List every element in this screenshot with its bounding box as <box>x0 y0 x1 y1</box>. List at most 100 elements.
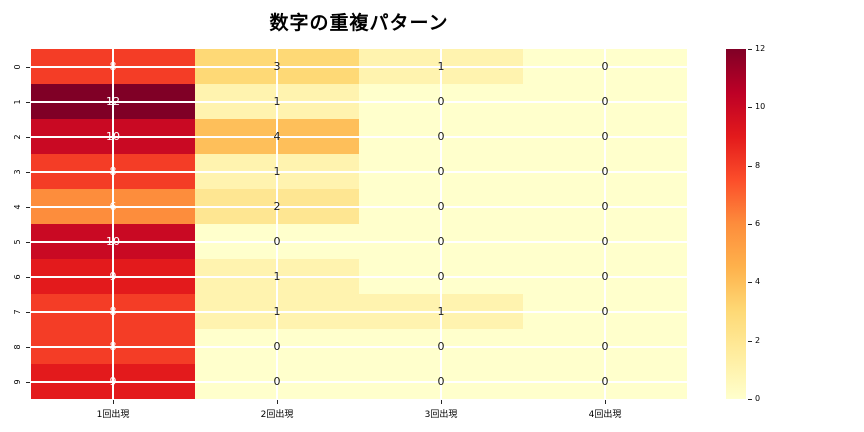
colorbar-tick-mark <box>748 165 752 167</box>
x-tick-label: 2回出現 <box>260 410 294 420</box>
heatmap-cell: 2 <box>195 189 359 224</box>
gridline-vertical <box>112 49 114 399</box>
colorbar-tick-label: 6 <box>755 219 761 228</box>
y-tick-mark <box>26 136 30 138</box>
heatmap-cell: 1 <box>195 259 359 294</box>
cell-value: 0 <box>437 270 445 283</box>
x-tick-mark <box>277 400 278 404</box>
heatmap-cell: 6 <box>31 189 195 224</box>
colorbar-tick-mark <box>748 340 752 342</box>
cell-value: 0 <box>601 340 609 353</box>
heatmap-cell: 9 <box>31 259 195 294</box>
colorbar-tick-mark <box>748 282 752 284</box>
y-tick-mark <box>26 66 30 68</box>
heatmap-cell: 0 <box>523 259 687 294</box>
cell-value: 3 <box>273 60 281 73</box>
heatmap-cell: 3 <box>195 49 359 84</box>
y-tick-mark <box>26 276 30 278</box>
y-tick-mark <box>26 346 30 348</box>
heatmap-cell: 9 <box>31 364 195 399</box>
y-tick-label: 6 <box>13 273 22 280</box>
y-tick-label: 0 <box>13 63 22 70</box>
x-tick-mark <box>605 400 606 404</box>
y-tick-label: 2 <box>13 133 22 140</box>
colorbar-tick-label: 0 <box>755 394 761 403</box>
heatmap-cell: 4 <box>195 119 359 154</box>
heatmap-cell: 1 <box>359 49 523 84</box>
y-tick-mark <box>26 311 30 313</box>
cell-value: 0 <box>273 340 281 353</box>
y-tick-label: 3 <box>13 168 22 175</box>
cell-value: 8 <box>109 305 117 318</box>
y-tick-label: 1 <box>13 98 22 105</box>
cell-value: 2 <box>273 200 281 213</box>
heatmap-plot: 8 3 1 0 12 1 0 0 10 4 0 0 8 1 0 0 6 2 0 0 10 0 0 0 9 1 0 0 8 1 1 0 8 0 0 0 9… <box>31 49 687 399</box>
heatmap-cell: 0 <box>195 329 359 364</box>
gridline-horizontal <box>31 310 687 313</box>
cell-value: 12 <box>106 95 120 108</box>
colorbar-tick-mark <box>748 107 752 109</box>
colorbar-tick-label: 12 <box>755 44 766 53</box>
cell-value: 0 <box>437 165 445 178</box>
colorbar-tick-mark <box>748 224 752 225</box>
heatmap-cell: 0 <box>523 294 687 329</box>
cell-value: 0 <box>437 375 445 388</box>
heatmap-cell: 1 <box>195 294 359 329</box>
y-tick-mark <box>26 241 30 243</box>
heatmap-cell: 8 <box>31 294 195 329</box>
heatmap-cell: 0 <box>523 224 687 259</box>
y-tick-mark <box>26 381 30 383</box>
gridline-horizontal <box>31 135 687 138</box>
cell-value: 1 <box>273 165 281 178</box>
cell-value: 10 <box>106 235 120 248</box>
colorbar-tick-label: 2 <box>755 335 761 345</box>
y-tick-label: 7 <box>13 308 22 315</box>
cell-value: 0 <box>601 305 609 318</box>
colorbar-tick-label: 8 <box>755 160 761 170</box>
y-tick-label: 9 <box>13 378 22 385</box>
gridline-horizontal <box>31 170 687 173</box>
cell-value: 0 <box>437 95 445 108</box>
cell-value: 1 <box>437 60 445 73</box>
gridline-horizontal <box>31 100 687 103</box>
heatmap-cell: 12 <box>31 84 195 119</box>
heatmap-cell: 0 <box>523 84 687 119</box>
cell-value: 0 <box>601 165 609 178</box>
gridline-horizontal <box>31 380 687 383</box>
heatmap-cell: 0 <box>523 154 687 189</box>
heatmap-cell: 1 <box>195 154 359 189</box>
x-tick-label: 4回出現 <box>588 410 622 420</box>
gridline-horizontal <box>31 345 687 348</box>
cell-value: 0 <box>601 270 609 283</box>
heatmap-cell: 0 <box>195 224 359 259</box>
gridline-vertical <box>440 49 442 399</box>
heatmap-cell: 1 <box>195 84 359 119</box>
gridline-horizontal <box>31 65 687 68</box>
cell-value: 0 <box>437 130 445 143</box>
cell-value: 0 <box>273 375 281 388</box>
cell-value: 8 <box>109 60 117 73</box>
y-tick-label: 4 <box>13 203 22 210</box>
heatmap-cell: 0 <box>523 364 687 399</box>
heatmap-cell: 8 <box>31 329 195 364</box>
heatmap-cell: 0 <box>523 329 687 364</box>
gridline-horizontal <box>31 205 687 208</box>
cell-value: 0 <box>437 200 445 213</box>
cell-value: 1 <box>273 270 281 283</box>
cell-value: 4 <box>273 130 281 143</box>
heatmap-cell: 0 <box>523 49 687 84</box>
y-tick-mark <box>26 101 30 103</box>
cell-value: 0 <box>601 130 609 143</box>
heatmap-cell: 0 <box>359 84 523 119</box>
y-tick-mark <box>26 171 30 173</box>
cell-value: 9 <box>109 375 117 388</box>
y-tick-label: 5 <box>13 238 22 245</box>
cell-value: 1 <box>273 95 281 108</box>
heatmap-cell: 1 <box>359 294 523 329</box>
colorbar-tick-label: 10 <box>755 102 766 112</box>
heatmap-cell: 0 <box>359 259 523 294</box>
gridline-vertical <box>604 49 606 399</box>
heatmap-cell: 8 <box>31 154 195 189</box>
heatmap-cell: 0 <box>359 119 523 154</box>
